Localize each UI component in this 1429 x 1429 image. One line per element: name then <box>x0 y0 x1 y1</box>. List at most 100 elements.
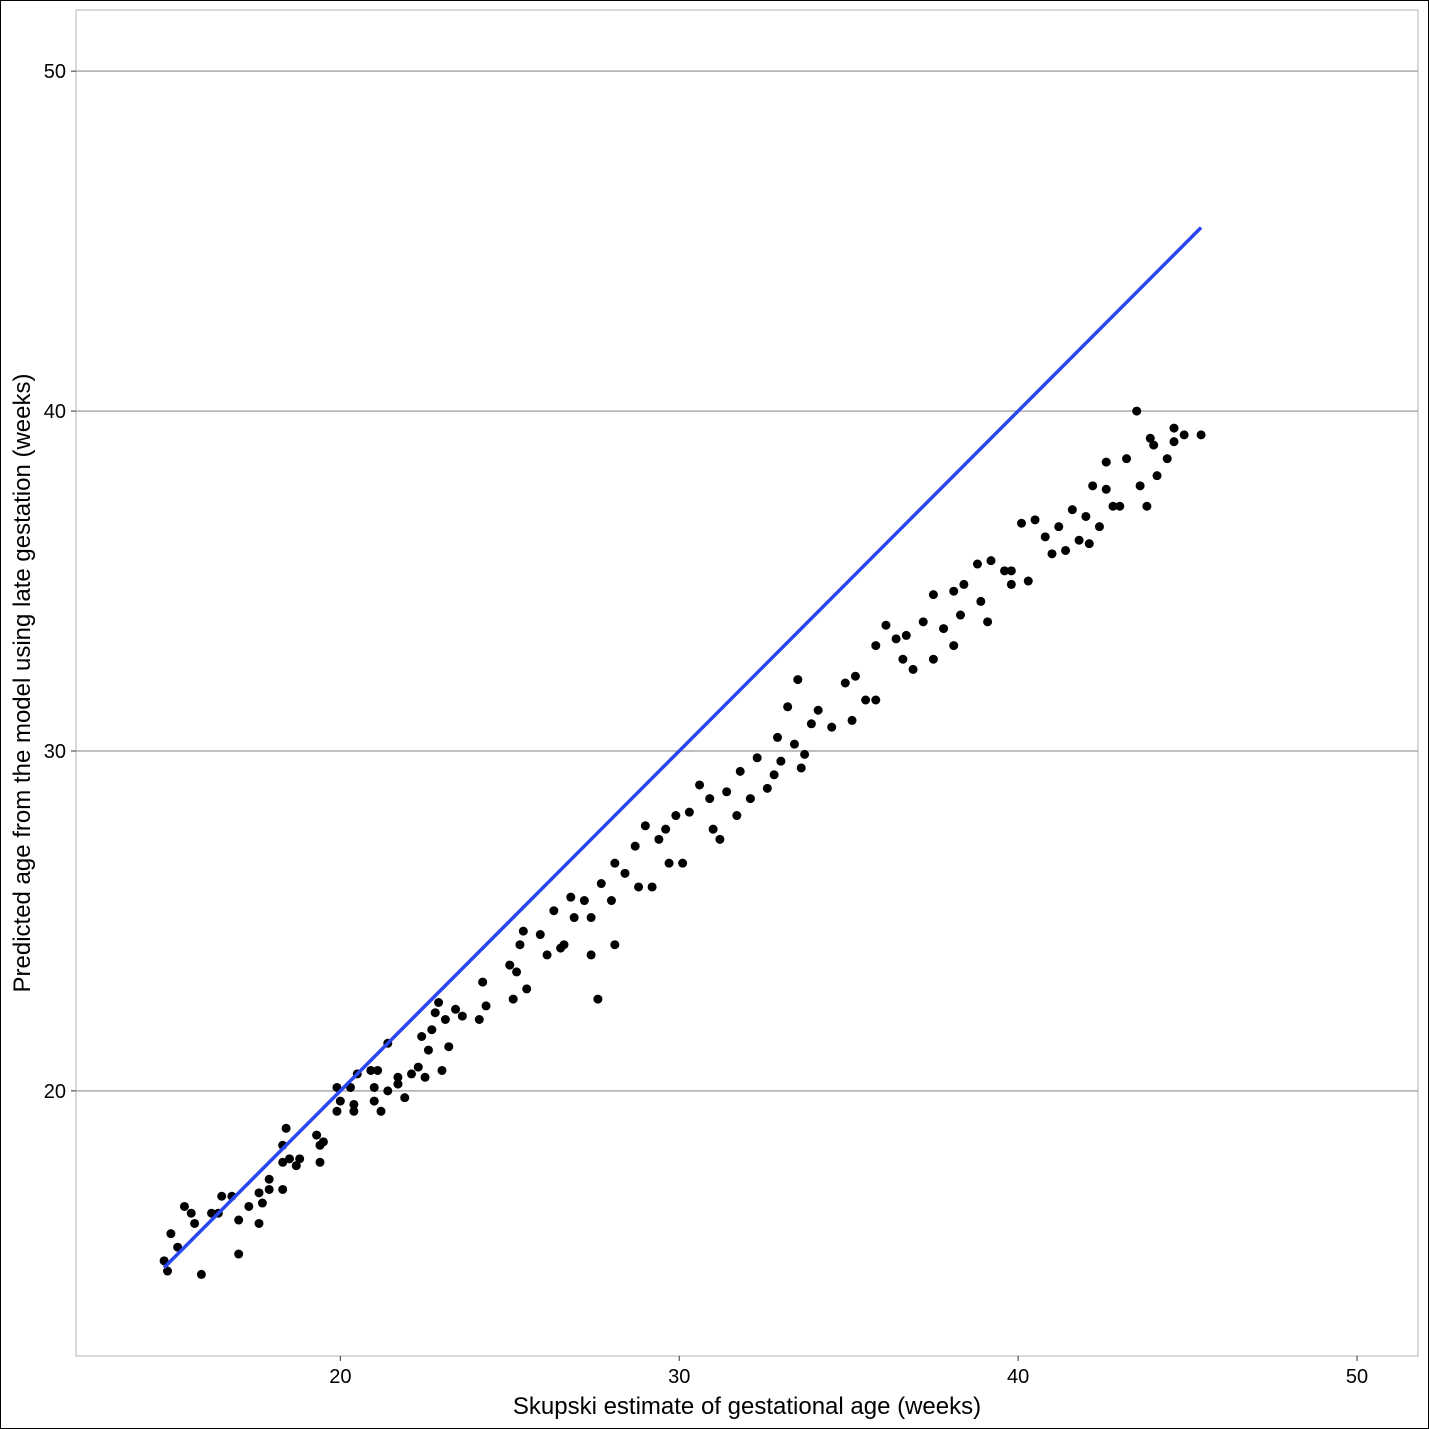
data-point <box>783 702 793 712</box>
data-point <box>569 913 579 923</box>
data-point <box>254 1188 264 1198</box>
y-tick-label: 40 <box>44 401 66 423</box>
data-point <box>1115 501 1125 511</box>
data-point <box>190 1218 200 1228</box>
data-point <box>1006 579 1016 589</box>
data-point <box>850 671 860 681</box>
data-point <box>789 739 799 749</box>
data-point <box>315 1157 325 1167</box>
data-point <box>586 950 596 960</box>
data-point <box>881 620 891 630</box>
data-point <box>312 1130 322 1140</box>
data-point <box>278 1157 288 1167</box>
data-point <box>179 1201 189 1211</box>
data-point <box>549 906 559 916</box>
data-point <box>335 1096 345 1106</box>
data-point <box>871 695 881 705</box>
data-point <box>163 1266 172 1276</box>
data-point <box>166 1229 176 1239</box>
data-point <box>196 1269 206 1279</box>
data-point <box>1094 522 1104 532</box>
data-point <box>762 783 772 793</box>
data-point <box>1196 430 1206 440</box>
data-point <box>522 984 532 994</box>
data-point <box>793 675 803 685</box>
data-point <box>478 977 488 987</box>
data-point <box>1047 549 1057 559</box>
data-point <box>393 1072 403 1082</box>
data-point <box>244 1201 254 1211</box>
data-point <box>732 811 742 821</box>
data-point <box>349 1106 359 1116</box>
data-point <box>407 1069 416 1079</box>
data-point <box>796 763 806 773</box>
data-point <box>928 654 938 664</box>
data-point <box>444 1042 454 1052</box>
data-point <box>295 1154 305 1164</box>
data-point <box>871 641 881 651</box>
data-point <box>847 715 857 725</box>
data-point <box>1169 423 1179 433</box>
data-point <box>1122 454 1132 464</box>
data-point <box>1088 481 1098 491</box>
y-tick-label: 30 <box>44 741 66 763</box>
data-point <box>1101 484 1111 494</box>
data-point <box>1149 440 1159 450</box>
data-point <box>186 1208 196 1218</box>
data-point <box>217 1191 227 1201</box>
data-point <box>451 1004 461 1014</box>
data-point <box>1000 566 1010 576</box>
data-point <box>1017 518 1026 528</box>
x-tick-label: 30 <box>668 1366 690 1388</box>
data-point <box>1067 505 1077 515</box>
data-point <box>586 913 596 923</box>
data-point <box>708 824 718 834</box>
data-point <box>373 1065 383 1075</box>
data-point <box>705 794 715 804</box>
data-point <box>593 994 603 1004</box>
data-point <box>515 940 525 950</box>
data-point <box>566 892 576 902</box>
data-point <box>1152 471 1162 481</box>
data-point <box>1084 539 1094 549</box>
data-point <box>400 1093 410 1103</box>
data-point <box>542 950 552 960</box>
data-point <box>949 641 959 651</box>
data-point <box>959 579 969 589</box>
y-tick-label: 50 <box>44 61 66 83</box>
data-point <box>559 940 569 950</box>
data-point <box>596 879 606 889</box>
data-point <box>512 967 522 977</box>
data-point <box>684 807 694 817</box>
data-point <box>678 858 688 868</box>
x-axis-title: Skupski estimate of gestational age (wee… <box>513 1393 981 1420</box>
data-point <box>735 766 745 776</box>
data-point <box>769 770 779 780</box>
data-point <box>1145 433 1155 443</box>
data-point <box>437 1065 447 1075</box>
data-point <box>318 1137 328 1147</box>
y-axis-title: Predicted age from the model using late … <box>9 374 36 993</box>
data-point <box>891 634 901 644</box>
data-point <box>901 630 911 640</box>
data-point <box>918 617 928 627</box>
data-point <box>264 1174 274 1184</box>
data-point <box>1101 457 1111 467</box>
data-point <box>972 559 982 569</box>
data-point <box>376 1106 386 1116</box>
data-point <box>630 841 640 851</box>
panel-border <box>75 9 1419 1357</box>
data-point <box>908 664 918 674</box>
data-point <box>518 926 528 936</box>
y-tick-label: 20 <box>44 1081 66 1103</box>
data-point <box>278 1184 288 1194</box>
data-point <box>281 1123 291 1133</box>
data-point <box>715 834 725 844</box>
data-point <box>695 780 705 790</box>
data-point <box>420 1072 430 1082</box>
data-point <box>1081 511 1091 521</box>
data-point <box>773 732 782 742</box>
data-point <box>610 858 620 868</box>
data-point <box>956 610 965 620</box>
